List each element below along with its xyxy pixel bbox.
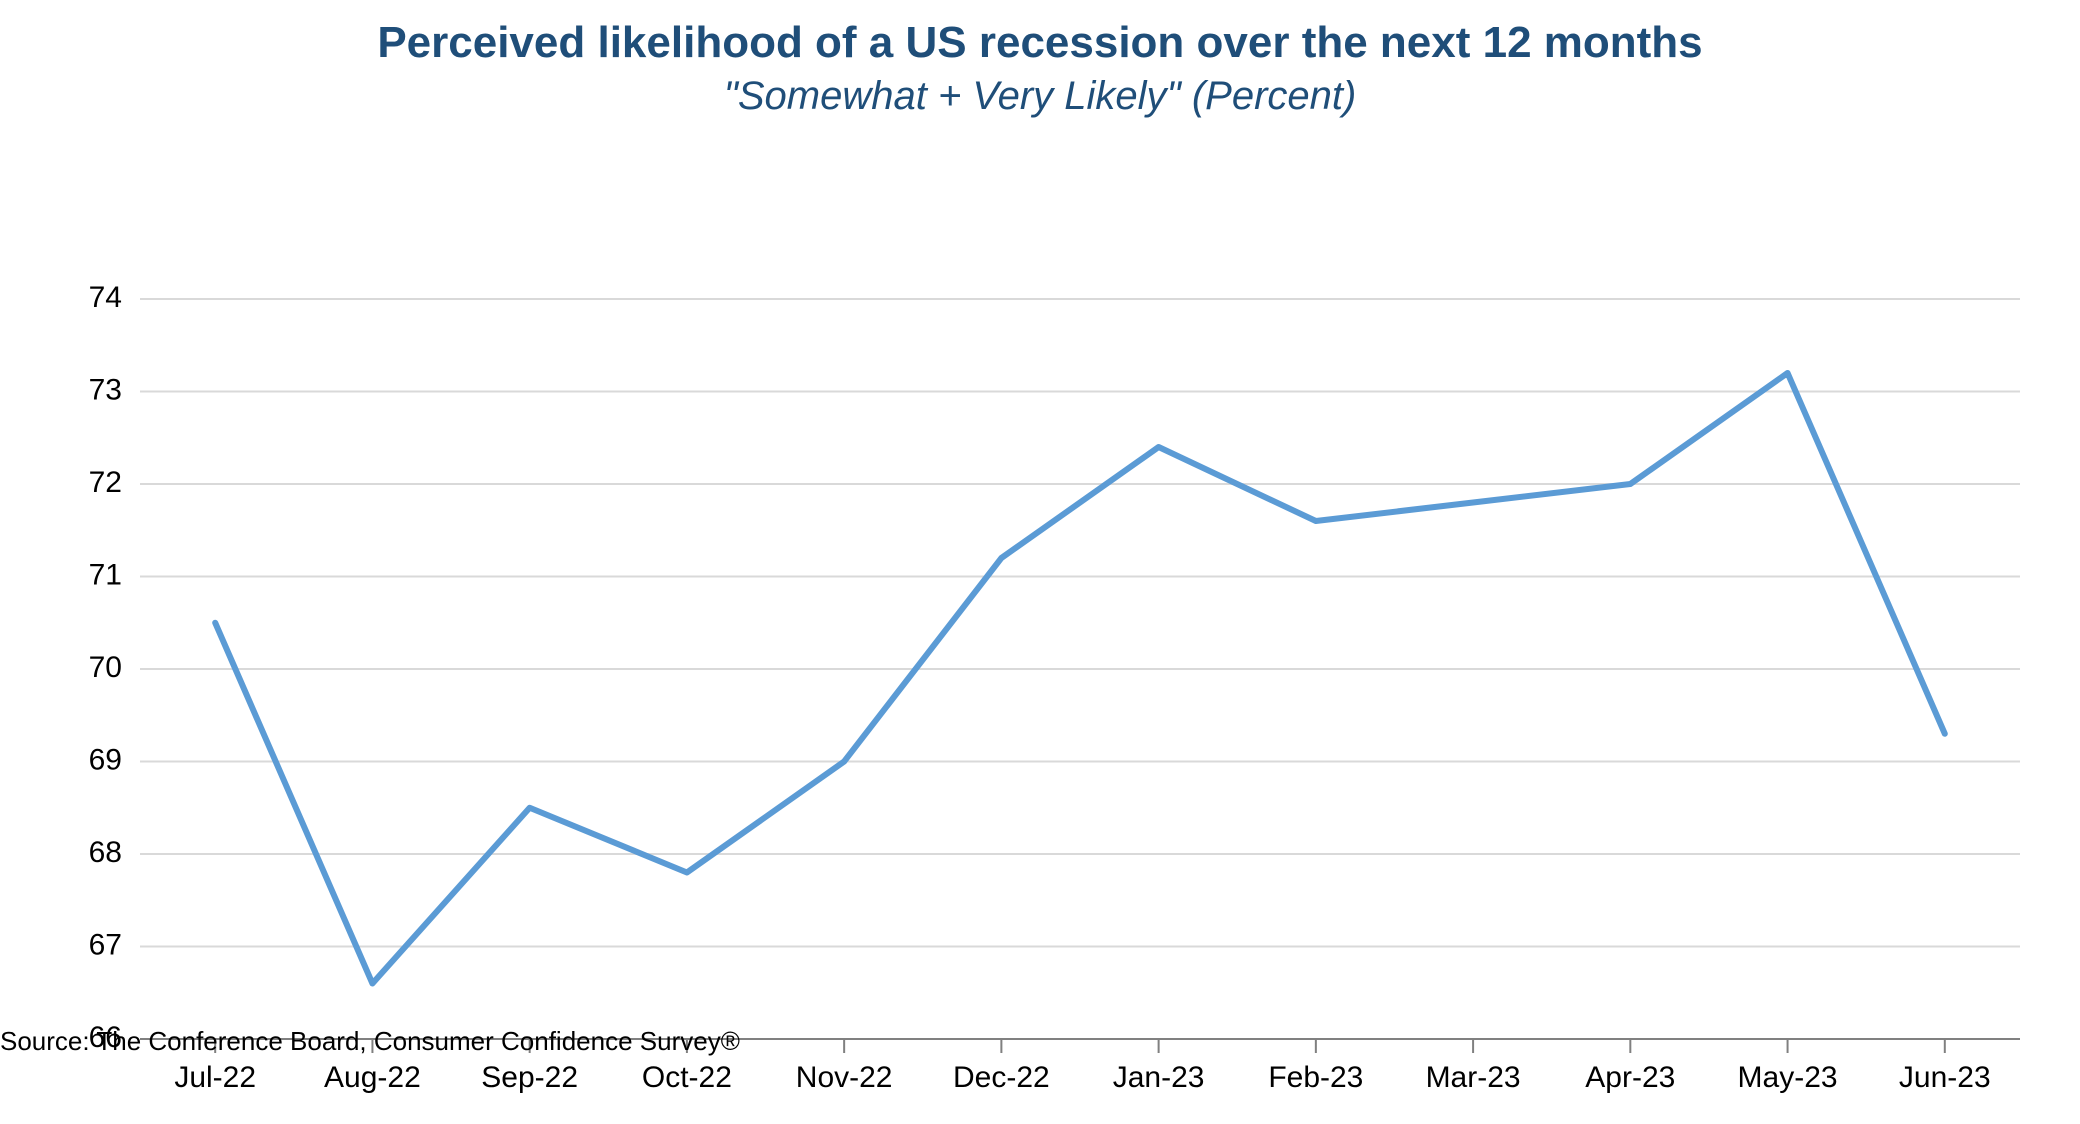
x-tick-label: Jun-23 — [1899, 1061, 1991, 1094]
line-chart: 666768697071727374Jul-22Aug-22Sep-22Oct-… — [0, 119, 2080, 1124]
x-tick-label: Nov-22 — [796, 1061, 893, 1094]
y-tick-label: 72 — [89, 466, 122, 499]
x-tick-label: Sep-22 — [481, 1061, 578, 1094]
x-tick-label: Apr-23 — [1585, 1061, 1675, 1094]
chart-title: Perceived likelihood of a US recession o… — [0, 0, 2080, 69]
x-tick-label: Feb-23 — [1268, 1061, 1363, 1094]
y-tick-label: 69 — [89, 743, 122, 776]
y-tick-label: 70 — [89, 651, 122, 684]
data-line — [215, 373, 1945, 984]
y-tick-label: 74 — [89, 281, 122, 314]
x-tick-label: Jul-22 — [174, 1061, 256, 1094]
y-tick-label: 68 — [89, 836, 122, 869]
x-tick-label: Mar-23 — [1426, 1061, 1521, 1094]
chart-subtitle: "Somewhat + Very Likely" (Percent) — [0, 73, 2080, 119]
x-tick-label: May-23 — [1738, 1061, 1838, 1094]
y-tick-label: 73 — [89, 373, 122, 406]
x-tick-label: Oct-22 — [642, 1061, 732, 1094]
chart-container: Perceived likelihood of a US recession o… — [0, 0, 2080, 1065]
x-tick-label: Dec-22 — [953, 1061, 1050, 1094]
x-tick-label: Jan-23 — [1113, 1061, 1205, 1094]
x-tick-label: Aug-22 — [324, 1061, 421, 1094]
source-text: Source: The Conference Board, Consumer C… — [0, 1026, 740, 1057]
y-tick-label: 71 — [89, 558, 122, 591]
y-tick-label: 67 — [89, 928, 122, 961]
